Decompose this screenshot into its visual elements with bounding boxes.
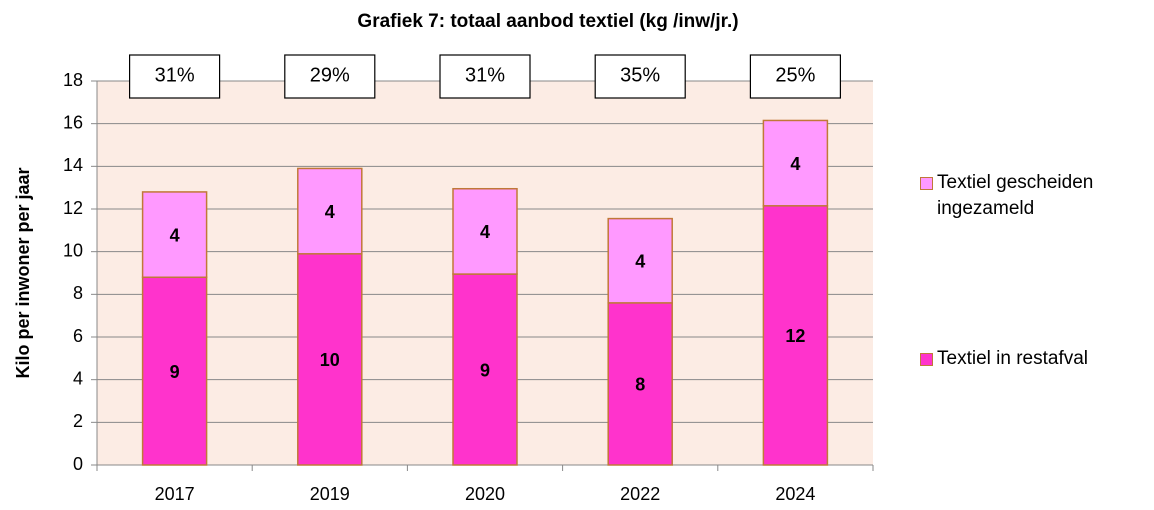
- annotation-box: [284, 54, 376, 99]
- data-label: 4: [480, 222, 490, 242]
- data-label: 4: [635, 251, 645, 271]
- x-tick-label: 2020: [465, 484, 505, 504]
- bar-segment: [762, 205, 829, 466]
- annotation-box: [129, 54, 221, 99]
- legend-entry: Textiel gescheiden ingezameld: [920, 170, 1150, 222]
- annotation-box: [749, 54, 842, 99]
- bar-segment: [141, 276, 208, 466]
- y-tick-label: 2: [73, 411, 83, 431]
- annotation-box: [439, 54, 531, 99]
- y-tick-label: 8: [73, 283, 83, 303]
- legend-swatch: [920, 177, 933, 190]
- x-tick-label: 2022: [620, 484, 660, 504]
- annotation: 29%: [310, 64, 350, 86]
- y-tick-label: 16: [63, 112, 83, 132]
- y-tick-label: 6: [73, 326, 83, 346]
- bar-segment: [452, 187, 518, 275]
- data-label: 9: [480, 360, 490, 380]
- bar-segment: [607, 217, 673, 304]
- y-tick-label: 12: [63, 198, 83, 218]
- annotation: 35%: [620, 64, 660, 86]
- y-axis-label: Kilo per inwoner per jaar: [13, 167, 33, 378]
- y-tick-label: 10: [63, 240, 83, 260]
- chart-title: Grafiek 7: totaal aanbod textiel (kg /in…: [357, 11, 738, 32]
- legend-label: Textiel in restafval: [937, 348, 1089, 369]
- data-label: 8: [635, 375, 645, 395]
- bar-segment: [141, 191, 208, 279]
- data-label: 9: [170, 362, 180, 382]
- data-label: 4: [325, 202, 335, 222]
- bar-segment: [297, 167, 363, 255]
- data-label: 12: [785, 326, 805, 346]
- data-label: 4: [790, 154, 800, 174]
- x-tick-label: 2019: [310, 484, 350, 504]
- x-tick-label: 2017: [155, 484, 195, 504]
- legend-swatch: [920, 353, 933, 366]
- y-tick-label: 4: [73, 368, 83, 388]
- annotation: 31%: [155, 64, 195, 86]
- y-tick-label: 14: [63, 155, 83, 175]
- data-label: 10: [320, 350, 340, 370]
- y-tick-label: 18: [63, 70, 83, 90]
- annotation: 31%: [465, 64, 505, 86]
- annotation-box: [594, 54, 686, 99]
- annotation: 25%: [775, 64, 815, 86]
- legend-label: Textiel gescheiden ingezameld: [937, 172, 1094, 219]
- x-tick-label: 2024: [775, 484, 815, 504]
- y-tick-label: 0: [73, 454, 83, 474]
- bar-segment: [607, 302, 673, 466]
- data-label: 4: [170, 225, 180, 245]
- bar-segment: [452, 273, 518, 466]
- legend-entry: Textiel in restafval: [920, 346, 1150, 372]
- bar-segment: [762, 119, 829, 207]
